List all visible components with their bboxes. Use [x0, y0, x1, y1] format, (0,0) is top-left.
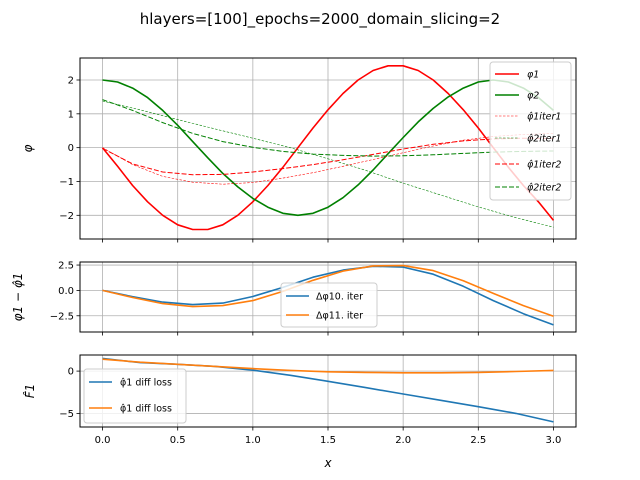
loss-panel: 0.0 0.5 1.0 1.5 2.0 2.5 3.0 −5 0 F̂1 φ̂1 diff lo…: [23, 354, 577, 446]
series-line-1-1: [102, 264, 554, 318]
phi-ticks: −2 −1 0 1 2: [59, 75, 554, 243]
figure-title: hlayers=[100]_epochs=2000_domain_slicing…: [140, 10, 500, 29]
difference-panel: −2.5 0.0 2.5 φ1 − φ̂1 Δφ10. iter Δφ11. ite…: [11, 261, 577, 336]
phi-legend: φ1 φ2 φ̂1iter1 φ̂2iter1 φ̂1iter2 φ̂2iter…: [489, 61, 572, 201]
loss-ticks: 0.0 0.5 1.0 1.5 2.0 2.5 3.0 −5 0: [59, 367, 561, 446]
series-line-2-1: [102, 358, 554, 374]
x-tick-label: 3.0: [546, 435, 562, 446]
legend-label-phi1-iter1: φ̂1iter1: [527, 112, 561, 123]
y-tick-label: 0.0: [58, 286, 74, 297]
y-tick-label: −1: [59, 177, 74, 188]
legend-label-phi2-iter1: φ̂2iter1: [527, 134, 561, 145]
legend-label-phi2: φ2: [527, 91, 539, 102]
phi-panel: −2 −1 0 1 2 φ φ1 φ2 φ̂1iter1 φ̂2iter1 φ̂1ite…: [21, 57, 577, 243]
legend-label-diff-loss-2: φ̂1 diff loss: [120, 404, 172, 415]
x-tick-label: 2.0: [395, 435, 411, 446]
series-line-1-0: [102, 265, 554, 326]
phi-ylabel: φ: [21, 144, 35, 152]
legend-label-phi1: φ1: [527, 70, 539, 81]
x-tick-label: 0.5: [170, 435, 186, 446]
series-line-0-4: [102, 137, 554, 176]
y-tick-label: 1: [68, 109, 74, 120]
series-line-0-0: [101, 65, 555, 231]
phi-series-lines: [101, 65, 555, 231]
loss-legend: φ̂1 diff loss φ̂1 diff loss: [83, 368, 187, 424]
difference-series-lines: [102, 264, 554, 326]
difference-ylabel: φ1 − φ̂1: [11, 273, 25, 322]
y-tick-label: 0: [68, 367, 74, 378]
loss-ylabel: F̂1: [23, 384, 37, 399]
x-axis-label: x: [323, 456, 332, 470]
x-tick-label: 2.5: [470, 435, 486, 446]
phi-legend-box: [489, 61, 572, 201]
y-tick-label: −2.5: [50, 311, 74, 322]
x-tick-label: 0.0: [95, 435, 111, 446]
x-tick-label: 1.0: [245, 435, 261, 446]
y-tick-label: −5: [59, 409, 74, 420]
legend-label-phi2-iter2: φ̂2iter2: [527, 183, 561, 194]
series-line-0-5: [102, 99, 554, 157]
legend-label-phi1-iter2: φ̂1iter2: [527, 160, 561, 171]
loss-series-lines: [102, 357, 554, 423]
legend-label-diff-loss-1: φ̂1 diff loss: [120, 378, 172, 389]
y-tick-label: 2.5: [58, 261, 74, 272]
series-line-0-2: [102, 133, 554, 185]
y-tick-label: 2: [68, 75, 74, 86]
y-tick-label: −2: [59, 211, 74, 222]
difference-legend-box: [280, 282, 378, 328]
series-line-0-3: [102, 100, 554, 228]
difference-legend: Δφ10. iter Δφ11. iter: [280, 282, 378, 328]
legend-label-delta-iter1: Δφ11. iter: [316, 311, 363, 322]
series-line-0-1: [102, 79, 555, 217]
difference-ticks: −2.5 0.0 2.5: [50, 261, 554, 336]
legend-label-delta-iter0: Δφ10. iter: [316, 292, 363, 303]
y-tick-label: 0: [68, 143, 74, 154]
x-tick-label: 1.5: [320, 435, 336, 446]
